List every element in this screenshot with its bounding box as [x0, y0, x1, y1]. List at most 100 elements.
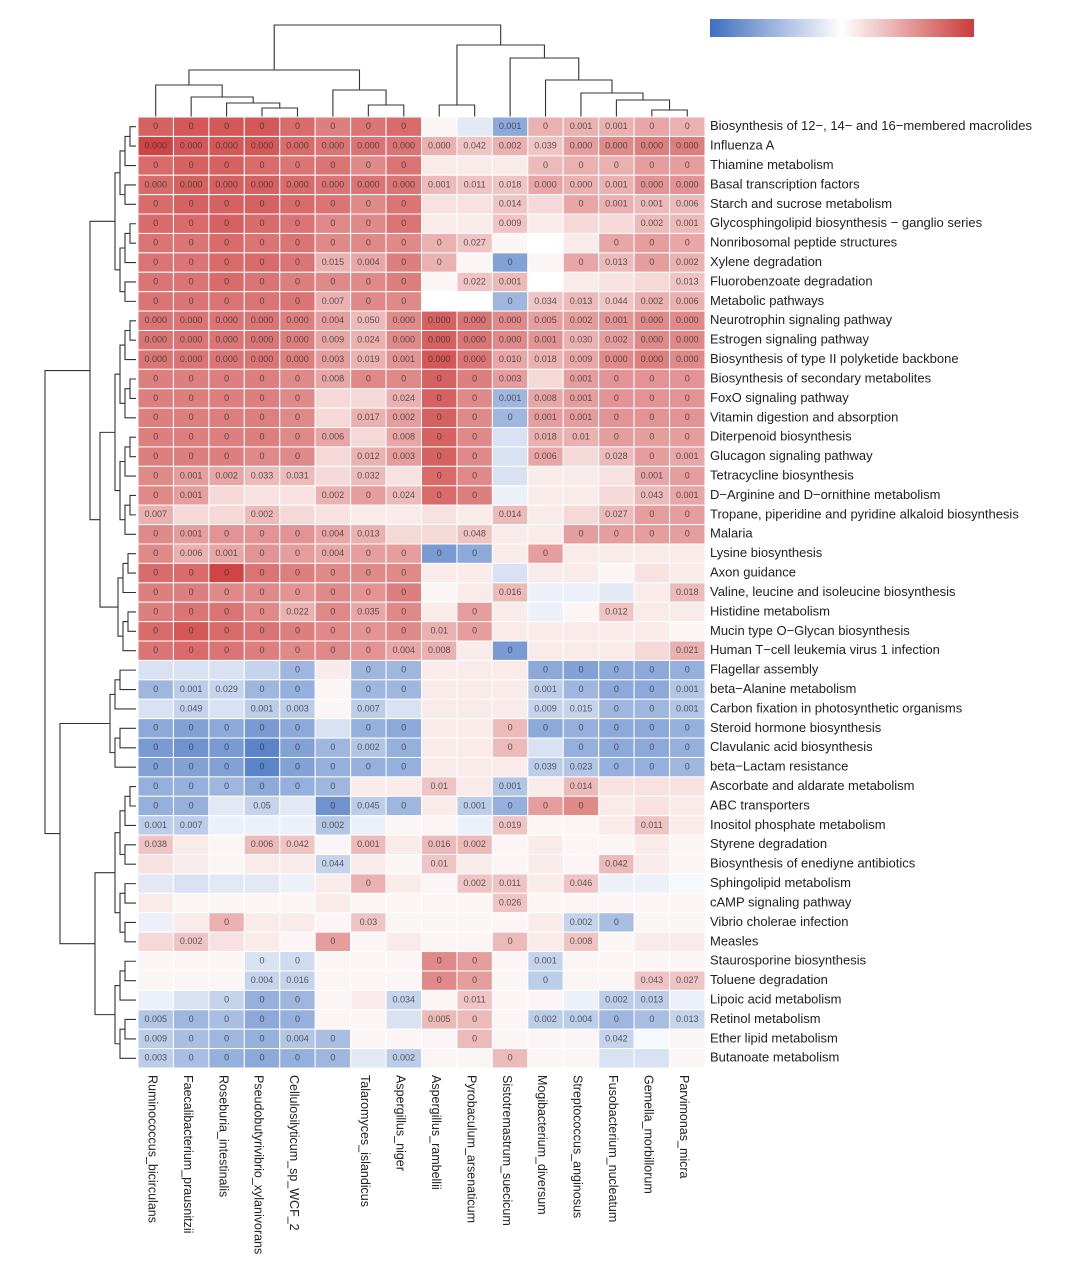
cell-label: 0.001	[605, 199, 628, 209]
cell-label: 0.000	[676, 315, 699, 325]
row-label: beta−Lactam resistance	[710, 759, 848, 774]
dendrogram-branch	[129, 494, 136, 516]
cell-label: 0	[401, 762, 406, 772]
cell-label: 0	[260, 1053, 265, 1063]
heatmap-cell	[527, 213, 564, 234]
cell-label: 0.000	[251, 315, 274, 325]
heatmap-cell	[456, 931, 493, 953]
cell-label: 0.03	[360, 917, 378, 927]
heatmap-cell	[385, 873, 422, 894]
cell-label: 0.001	[499, 781, 522, 791]
cell-label: 0.000	[251, 354, 274, 364]
cell-label: 0.001	[605, 121, 628, 131]
heatmap-cell	[527, 562, 564, 584]
dendrogram-branch	[119, 150, 125, 196]
heatmap-cell	[279, 873, 316, 894]
cell-label: 0.001	[534, 412, 557, 422]
cell-label: 0	[189, 218, 194, 228]
cell-label: 0.002	[534, 1014, 557, 1024]
heatmap-cell	[208, 485, 245, 506]
heatmap-cell	[314, 388, 352, 409]
cell-label: 0	[153, 373, 158, 383]
cell-label: 0	[437, 238, 442, 248]
cell-label: 0.007	[180, 820, 203, 830]
cell-label: 0.000	[251, 179, 274, 189]
heatmap-cell	[208, 892, 245, 914]
cell-label: 0	[330, 800, 335, 810]
cell-label: 0.010	[499, 354, 522, 364]
heatmap-cell	[562, 892, 600, 914]
cell-label: 0.024	[393, 393, 416, 403]
cell-label: 0	[153, 800, 158, 810]
heatmap-cell	[385, 951, 422, 972]
heatmap-cell	[633, 795, 671, 817]
heatmap-cell	[562, 1048, 600, 1069]
heatmap-cell	[669, 873, 706, 894]
heatmap-cell	[350, 951, 387, 972]
cell-label: 0.002	[605, 335, 628, 345]
heatmap-cell	[598, 562, 635, 584]
cell-label: 0	[189, 276, 194, 286]
heatmap-cell	[172, 951, 210, 972]
heatmap-cell	[669, 815, 706, 836]
cell-label: 0	[189, 432, 194, 442]
cell-label: 0	[366, 684, 371, 694]
row-label: Toluene degradation	[710, 972, 828, 987]
cell-label: 0.007	[144, 509, 167, 519]
cell-label: 0	[685, 432, 690, 442]
cell-label: 0.012	[605, 606, 628, 616]
dendrogram-branch	[114, 172, 120, 271]
heatmap-cell	[491, 951, 529, 972]
heatmap-cell	[456, 698, 493, 720]
cell-label: 0.031	[286, 470, 309, 480]
heatmap-cell	[421, 815, 458, 836]
dendrogram-branch	[114, 679, 136, 710]
row-label: Diterpenoid biosynthesis	[710, 429, 852, 444]
cell-label: 0	[543, 121, 548, 131]
cell-label: 0.000	[428, 354, 451, 364]
heatmap-cell	[598, 582, 635, 603]
cell-label: 0	[295, 742, 300, 752]
cell-label: 0	[153, 742, 158, 752]
heatmap-cell	[633, 562, 671, 584]
cell-label: 0	[189, 199, 194, 209]
heatmap-cell	[598, 776, 635, 797]
cell-label: 0	[330, 276, 335, 286]
cell-label: 0	[685, 160, 690, 170]
cell-label: 0	[224, 567, 229, 577]
heatmap-cell	[633, 1048, 671, 1069]
heatmap-cell	[598, 815, 635, 836]
heatmap-cell	[598, 834, 635, 856]
cell-label: 0	[649, 393, 654, 403]
cell-label: 0.048	[463, 529, 486, 539]
cell-label: 0.000	[641, 354, 664, 364]
heatmap-cell	[385, 970, 422, 991]
heatmap-cell	[669, 892, 706, 914]
heatmap-cell	[527, 271, 564, 293]
cell-label: 0	[685, 412, 690, 422]
cell-label: 0.018	[534, 432, 557, 442]
cell-label: 0	[366, 567, 371, 577]
heatmap-cell	[421, 679, 458, 700]
cell-label: 0.000	[180, 179, 203, 189]
heatmap-cell	[527, 912, 564, 933]
heatmap-cell	[633, 834, 671, 856]
cell-label: 0.000	[144, 140, 167, 150]
cell-label: 0	[330, 762, 335, 772]
dendrogram-branch	[119, 810, 125, 856]
cell-label: 0.000	[428, 335, 451, 345]
cell-label: 0	[472, 432, 477, 442]
heatmap-cell	[456, 116, 493, 137]
cell-label: 0.013	[605, 257, 628, 267]
cell-label: 0	[260, 723, 265, 733]
heatmap-cell	[491, 912, 529, 933]
heatmap-cell	[350, 1048, 387, 1069]
row-label: Glycosphingolipid biosynthesis − ganglio…	[710, 215, 983, 230]
heatmap-cell	[385, 698, 422, 720]
cell-label: 0	[295, 199, 300, 209]
cell-label: 0	[472, 956, 477, 966]
cell-label: 0	[578, 199, 583, 209]
heatmap-cell	[456, 155, 493, 176]
cell-label: 0	[224, 781, 229, 791]
